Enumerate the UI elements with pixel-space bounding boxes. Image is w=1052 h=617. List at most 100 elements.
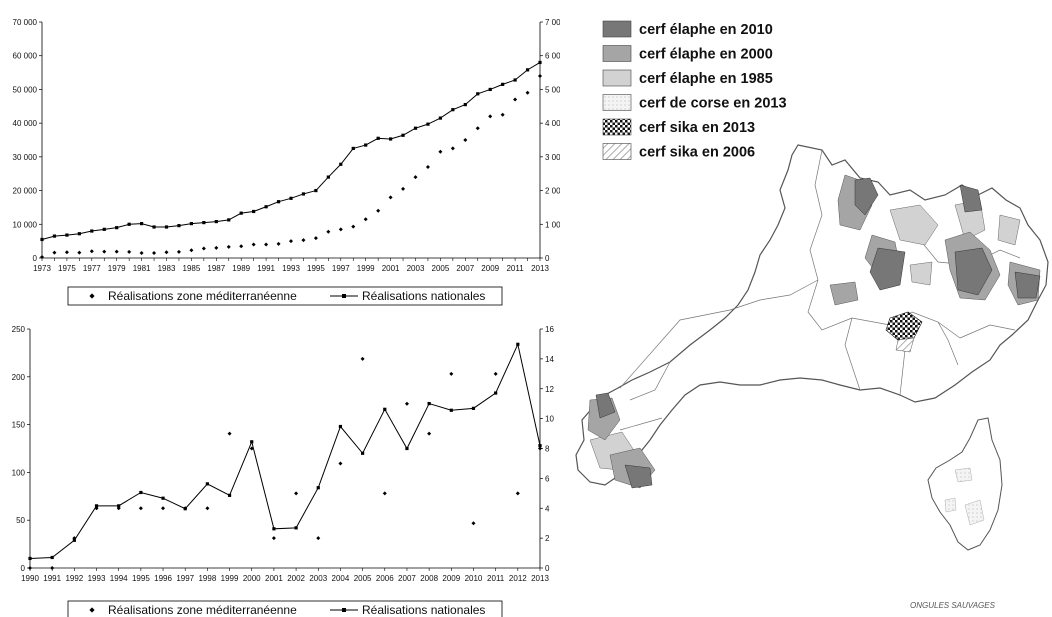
x-tick-label: 2010 xyxy=(465,574,483,583)
data-point-square xyxy=(476,92,480,96)
map-legend-swatch xyxy=(602,69,632,87)
data-point-square xyxy=(538,444,542,448)
y-tick-label: 30 000 xyxy=(13,153,38,162)
x-tick-label: 1991 xyxy=(43,574,61,583)
y2-tick-label: 16 xyxy=(545,325,554,334)
series-nationales xyxy=(28,342,542,561)
data-point-diamond xyxy=(427,431,432,436)
data-point-diamond xyxy=(316,536,321,541)
corsica-outline xyxy=(927,417,1003,551)
data-point-square xyxy=(289,196,293,200)
x-tick-label: 1995 xyxy=(307,264,325,273)
y-tick-label: 200 xyxy=(12,373,26,382)
x-tick-label: 1985 xyxy=(183,264,201,273)
map-legend-label: cerf sika en 2006 xyxy=(639,145,755,161)
y-tick-label: 0 xyxy=(33,254,38,263)
x-tick-label: 2011 xyxy=(506,264,524,273)
x-tick-label: 1991 xyxy=(257,264,275,273)
red-deer-2010-patches xyxy=(595,177,1041,489)
data-point-square xyxy=(52,234,57,238)
data-point-square xyxy=(65,233,69,237)
data-point-diamond xyxy=(338,227,343,232)
data-point-diamond xyxy=(139,250,144,255)
map-legend: cerf élaphe en 2010 cerf élaphe en 2000 ce… xyxy=(602,20,787,161)
series-mediterraneenne xyxy=(40,73,542,259)
data-point-diamond xyxy=(488,114,493,119)
data-point-diamond xyxy=(363,217,368,222)
x-tick-label: 2005 xyxy=(354,574,372,583)
data-point-square xyxy=(214,219,218,224)
data-point-diamond xyxy=(251,242,256,247)
data-point-square xyxy=(301,192,306,196)
data-point-square xyxy=(538,60,542,65)
data-point-square xyxy=(426,122,430,126)
x-tick-label: 1996 xyxy=(154,574,172,583)
data-point-diamond xyxy=(313,236,318,241)
map-legend-swatch xyxy=(602,20,632,38)
data-point-square xyxy=(471,406,476,410)
data-point-diamond xyxy=(276,241,281,246)
corsica-deer-patches xyxy=(944,467,985,526)
legend-marker-square xyxy=(342,608,346,612)
x-tick-label: 1992 xyxy=(65,574,83,583)
x-tick-label: 1993 xyxy=(282,264,300,273)
map-legend-label: cerf élaphe en 2000 xyxy=(639,47,773,63)
series-line xyxy=(29,342,541,559)
data-point-square xyxy=(413,126,418,130)
data-point-square xyxy=(314,188,318,193)
data-point-square xyxy=(77,232,81,236)
data-point-square xyxy=(227,218,231,222)
data-point-square xyxy=(164,225,169,229)
data-point-diamond xyxy=(301,238,306,243)
y-tick-label: 100 xyxy=(12,468,26,477)
x-tick-label: 2009 xyxy=(481,264,499,273)
legend-label-mediterraneenne: Réalisations zone méditerranéenne xyxy=(108,603,297,617)
y2-tick-label: 2 000 xyxy=(545,187,560,196)
data-point-diamond xyxy=(475,126,480,131)
data-point-diamond xyxy=(176,249,181,254)
x-tick-label: 1975 xyxy=(58,264,76,273)
y-tick-label: 70 000 xyxy=(13,18,38,27)
x-tick-label: 1987 xyxy=(207,264,225,273)
data-point-square xyxy=(364,143,368,147)
data-point-square xyxy=(189,222,193,226)
legend-marker-square xyxy=(342,294,346,298)
y-tick-label: 40 000 xyxy=(13,119,38,128)
data-point-diamond xyxy=(50,566,55,570)
data-point-square xyxy=(438,116,442,120)
data-point-diamond xyxy=(338,461,343,466)
x-tick-label: 1997 xyxy=(332,264,350,273)
x-tick-label: 2004 xyxy=(332,574,350,583)
data-point-square xyxy=(351,146,355,151)
y2-tick-label: 0 xyxy=(545,254,550,263)
legend-box xyxy=(67,600,503,617)
map-legend-label: cerf élaphe en 2010 xyxy=(639,22,773,38)
x-tick-label: 1994 xyxy=(110,574,128,583)
data-point-diamond xyxy=(239,244,244,249)
data-point-diamond xyxy=(64,250,69,255)
data-point-square xyxy=(316,486,320,490)
x-tick-label: 1993 xyxy=(88,574,106,583)
x-tick-label: 2013 xyxy=(531,264,549,273)
x-tick-label: 1999 xyxy=(221,574,239,583)
data-point-square xyxy=(376,136,380,140)
legend-label-nationales: Réalisations nationales xyxy=(362,603,485,617)
x-tick-label: 1977 xyxy=(83,264,101,273)
data-point-square xyxy=(389,137,393,141)
data-point-diamond xyxy=(227,431,232,436)
x-tick-label: 2005 xyxy=(432,264,450,273)
data-point-diamond xyxy=(449,371,454,376)
x-tick-label: 1990 xyxy=(21,574,39,583)
data-point-square xyxy=(401,133,405,137)
data-point-diamond xyxy=(102,249,107,254)
data-point-square xyxy=(383,407,387,411)
y-tick-label: 250 xyxy=(12,325,26,334)
y-tick-label: 10 000 xyxy=(13,220,38,229)
data-point-square xyxy=(102,227,106,231)
data-point-square xyxy=(183,507,187,511)
legend-box xyxy=(67,286,503,306)
x-tick-label: 2011 xyxy=(487,574,505,583)
y-tick-label: 50 xyxy=(16,516,25,525)
y2-tick-label: 10 xyxy=(545,415,554,424)
legend-label-mediterraneenne: Réalisations zone méditerranéenne xyxy=(108,289,297,303)
